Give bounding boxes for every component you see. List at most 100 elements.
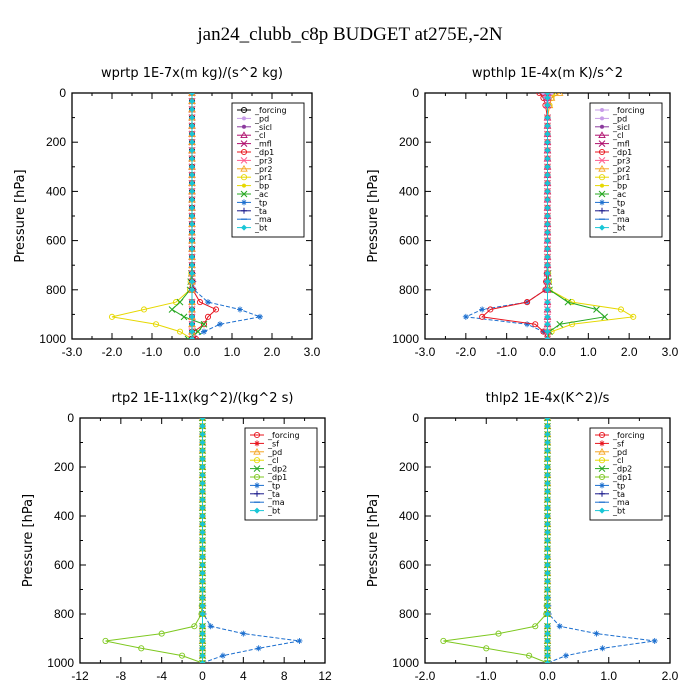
data-point [617, 306, 625, 313]
data-point [601, 313, 609, 321]
data-point [544, 336, 551, 339]
x-tick-label: 1.0 [580, 345, 597, 359]
data-point [199, 537, 206, 544]
legend-label: _mfl [254, 140, 272, 149]
data-point [544, 480, 551, 487]
legend-swatch-marker [253, 473, 261, 481]
data-point [479, 313, 486, 320]
data-point [189, 270, 195, 277]
legend-swatch-marker [598, 174, 606, 181]
data-point [201, 328, 207, 335]
y-tick-label: 600 [46, 234, 66, 248]
data-point [207, 623, 214, 630]
panel-title: rtp2 1E-11x(kg^2)/(kg^2 s) [112, 391, 294, 406]
data-point [158, 630, 165, 637]
data-point [199, 464, 206, 470]
y-tick-label: 800 [46, 283, 66, 297]
data-point [462, 313, 469, 320]
x-tick-label: 3.0 [662, 345, 679, 359]
data-point [199, 439, 206, 446]
legend: _forcing_pd_sicl_cl_mfl_dp1_pr3_pr2_pr1_… [589, 102, 663, 238]
data-point [199, 578, 206, 585]
data-point [199, 652, 206, 659]
legend-swatch-marker [599, 507, 605, 514]
data-point [544, 496, 551, 503]
series-bt [189, 93, 195, 339]
x-tick-label: 1.0 [224, 345, 241, 359]
legend-swatch-marker [598, 431, 606, 439]
data-point [199, 521, 206, 528]
y-tick-label: 800 [54, 607, 74, 621]
y-tick-label: 1000 [39, 332, 66, 346]
series-group [102, 418, 303, 663]
legend-label: _tp [612, 198, 625, 207]
y-tick-label: 400 [46, 184, 66, 198]
data-point [544, 172, 551, 178]
data-point [199, 545, 206, 552]
data-point [564, 298, 572, 306]
data-point [544, 147, 551, 154]
series-bt [199, 418, 206, 663]
data-point [189, 237, 195, 244]
legend-label: _ma [267, 498, 285, 507]
data-point [199, 488, 206, 495]
data-point [189, 286, 195, 293]
legend-swatch-marker [240, 190, 248, 198]
data-point [599, 645, 606, 652]
y-tick-label: 0 [412, 411, 419, 425]
data-point [544, 313, 551, 320]
legend-label: _mfl [612, 140, 630, 149]
data-point [544, 431, 551, 438]
data-point [544, 328, 551, 335]
data-point [189, 163, 195, 170]
x-tick-label: -3.0 [415, 345, 436, 359]
y-tick-label: 1000 [392, 332, 419, 346]
x-tick-label: 0.0 [539, 669, 556, 683]
panels: wprtp 1E-7x(m kg)/(s^2 kg) Pressure [hPa]… [13, 66, 679, 683]
data-point [191, 623, 198, 630]
legend-swatch-marker [240, 174, 248, 181]
data-point [199, 660, 206, 663]
legend-swatch-marker [254, 440, 260, 447]
data-point [172, 299, 180, 306]
panel-title: thlp2 1E-4x(K^2)/s [486, 391, 610, 406]
legend: _forcing_sf_pd_cl_dp2_dp1_tp_ta_ma_bt [589, 427, 663, 521]
data-point [189, 196, 195, 203]
data-point [189, 299, 195, 306]
legend-label: _ma [254, 215, 272, 224]
data-point [544, 278, 551, 285]
y-tick-label: 800 [399, 283, 419, 297]
panel-2: wpthlp 1E-4x(m K)/s^2 Pressure [hPa] -3.0 -… [366, 66, 679, 359]
data-point [189, 147, 195, 154]
x-tick-label: -1.0 [142, 345, 163, 359]
legend-label: _bt [612, 507, 625, 516]
data-point [199, 586, 206, 593]
legend-label: _pr1 [612, 173, 630, 182]
legend-label: _pd [612, 448, 627, 457]
y-axis-label: Pressure [hPa] [13, 169, 28, 262]
legend-swatch-marker [242, 116, 246, 121]
y-tick-label: 200 [399, 460, 419, 474]
data-point [544, 163, 551, 170]
data-point [199, 423, 206, 430]
legend-label: _tp [267, 481, 280, 490]
data-point [544, 93, 551, 97]
data-point [189, 262, 195, 269]
data-point [199, 455, 206, 462]
figure-title: jan24_clubb_c8p BUDGET at275E,-2N [196, 24, 502, 45]
data-point [189, 131, 195, 137]
data-point [189, 321, 195, 328]
data-point [199, 630, 206, 637]
data-point [189, 114, 195, 121]
data-point [199, 480, 206, 487]
data-point [199, 562, 206, 568]
data-point [568, 321, 576, 328]
data-point [140, 306, 148, 313]
data-point [544, 660, 551, 663]
data-point [544, 188, 551, 195]
legend-label: _dp1 [267, 473, 287, 482]
data-point [544, 623, 551, 630]
data-point [544, 245, 551, 252]
data-point [483, 645, 490, 652]
